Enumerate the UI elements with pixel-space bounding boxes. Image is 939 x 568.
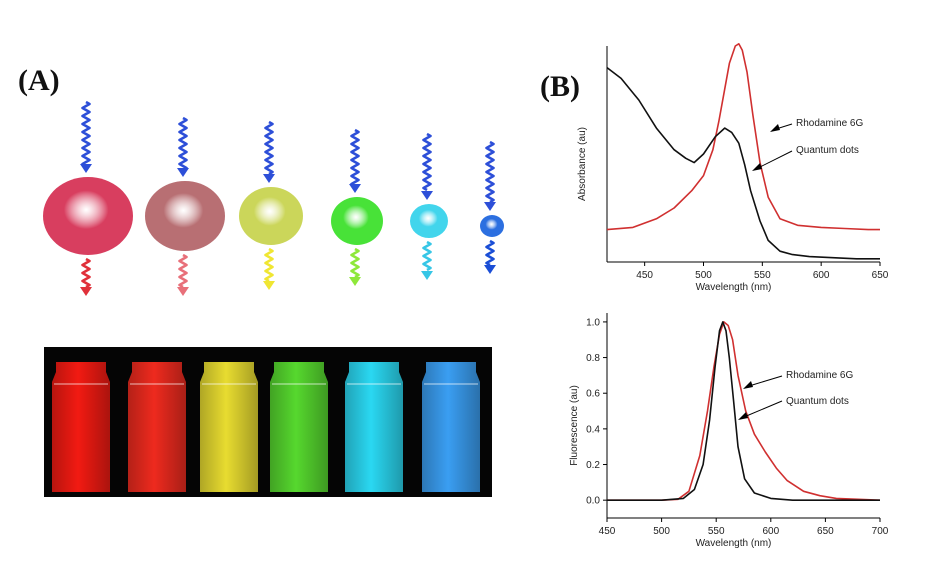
emission-arrowhead xyxy=(349,277,361,286)
excitation-wave xyxy=(350,128,360,188)
vial-shoulder-highlight xyxy=(130,383,184,385)
annotation-arrow xyxy=(757,150,793,169)
x-tick-label: 650 xyxy=(817,526,834,537)
x-tick-label: 550 xyxy=(754,270,771,281)
series-line-quantum-dots xyxy=(607,321,880,502)
excitation-wave xyxy=(264,120,274,176)
emission-wave xyxy=(81,257,91,289)
y-tick-label: 0.0 xyxy=(586,496,600,507)
quantum-dot xyxy=(331,197,383,245)
emission-wave xyxy=(264,247,274,283)
x-tick-label: 500 xyxy=(695,270,712,281)
annotation-label: Quantum dots xyxy=(786,396,849,407)
emission-arrowhead xyxy=(263,281,275,290)
vial-shoulder-highlight xyxy=(347,383,401,385)
quantum-dot xyxy=(480,215,504,237)
annotation-label: Rhodamine 6G xyxy=(796,118,863,129)
x-tick-label: 600 xyxy=(762,526,779,537)
x-tick-label: 450 xyxy=(636,270,653,281)
vial xyxy=(200,362,258,492)
annotation-arrowhead xyxy=(752,163,762,171)
x-tick-label: 500 xyxy=(653,526,670,537)
x-axis-label: Wavelength (nm) xyxy=(696,538,772,549)
quantum-dot xyxy=(43,177,133,255)
annotation-arrowhead xyxy=(743,381,753,389)
y-tick-label: 0.4 xyxy=(586,424,600,435)
x-tick-label: 700 xyxy=(872,526,889,537)
emission-wave xyxy=(422,240,432,272)
excitation-wave xyxy=(178,116,188,172)
excitation-arrowhead xyxy=(349,184,361,193)
vial-photo-background xyxy=(44,347,492,497)
excitation-arrowhead xyxy=(177,168,189,177)
vial xyxy=(128,362,186,492)
emission-wave xyxy=(178,253,188,289)
emission-arrowhead xyxy=(484,265,496,274)
excitation-arrowhead xyxy=(80,164,92,173)
emission-arrowhead xyxy=(177,287,189,296)
y-axis-label: Absorbance (au) xyxy=(577,127,588,201)
y-tick-label: 0.2 xyxy=(586,460,600,471)
series-line-rhodamine-6g xyxy=(607,321,881,502)
vial-shoulder-highlight xyxy=(272,383,326,385)
x-tick-label: 550 xyxy=(708,526,725,537)
emission-arrowhead xyxy=(80,287,92,296)
annotation-arrow xyxy=(748,375,783,387)
y-tick-label: 1.0 xyxy=(586,317,600,328)
annotation-label: Rhodamine 6G xyxy=(786,370,853,381)
panel-b-label: (B) xyxy=(540,70,580,103)
excitation-arrowhead xyxy=(484,202,496,211)
x-tick-label: 600 xyxy=(813,270,830,281)
series-line-rhodamine-6g xyxy=(606,42,880,231)
x-tick-label: 650 xyxy=(872,270,889,281)
excitation-wave xyxy=(485,140,495,204)
emission-arrowhead xyxy=(421,271,433,280)
y-axis-label: Fluorescence (au) xyxy=(569,385,580,466)
quantum-dot xyxy=(145,181,225,251)
vial xyxy=(422,362,480,492)
series-line-quantum-dots xyxy=(606,66,880,260)
annotation-arrowhead xyxy=(738,412,748,420)
vial xyxy=(270,362,328,492)
annotation-arrow xyxy=(743,400,783,418)
quantum-dot xyxy=(239,187,303,245)
vial xyxy=(345,362,403,492)
x-axis-label: Wavelength (nm) xyxy=(696,282,772,293)
quantum-dot xyxy=(410,204,448,238)
excitation-arrowhead xyxy=(421,191,433,200)
excitation-wave xyxy=(422,132,432,192)
emission-wave xyxy=(485,239,495,267)
y-tick-label: 0.6 xyxy=(586,389,600,400)
annotation-arrowhead xyxy=(770,124,780,132)
y-tick-label: 0.8 xyxy=(586,353,600,364)
vial xyxy=(52,362,110,492)
vial-shoulder-highlight xyxy=(202,383,256,385)
vial-shoulder-highlight xyxy=(54,383,108,385)
excitation-arrowhead xyxy=(263,174,275,183)
emission-wave xyxy=(350,247,360,279)
annotation-label: Quantum dots xyxy=(796,145,859,156)
excitation-wave xyxy=(81,100,91,168)
x-tick-label: 450 xyxy=(599,526,616,537)
panel-a-label: (A) xyxy=(18,64,60,97)
vial-shoulder-highlight xyxy=(424,383,478,385)
